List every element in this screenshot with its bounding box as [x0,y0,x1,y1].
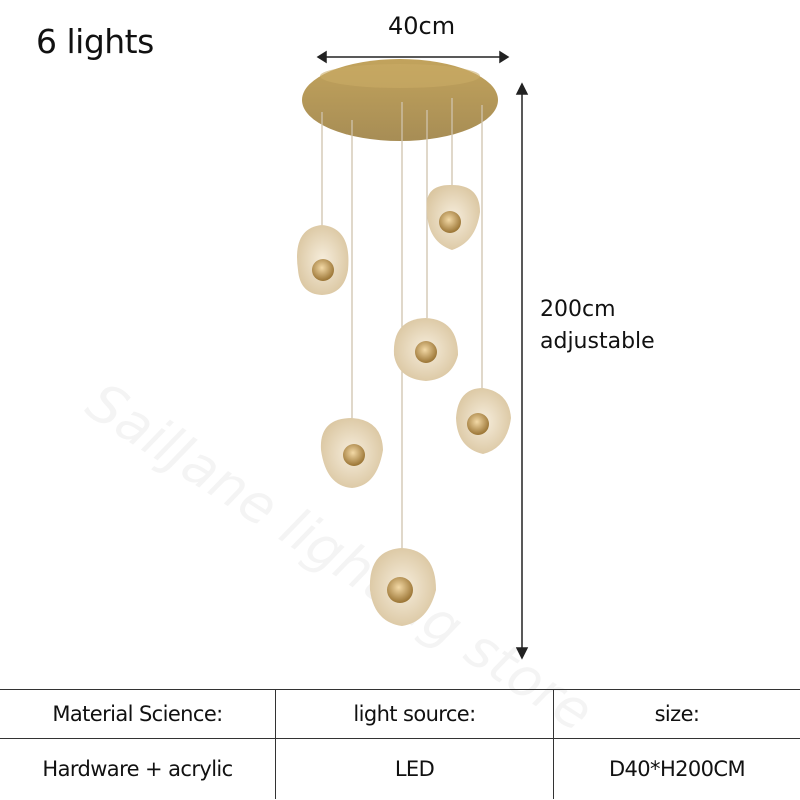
chandelier-illustration [297,50,529,660]
width-arrow [316,50,510,64]
pendant-light [426,184,480,250]
header-light-source: light source: [275,689,554,739]
header-size: size: [553,689,800,739]
pendant-light [369,548,436,626]
pendant-light [456,388,511,454]
value-size: D40*H200CM [553,738,800,799]
value-light-source: LED [275,738,554,799]
pendant-light [320,418,383,488]
value-material: Hardware + acrylic [0,738,276,799]
suspension-cables [321,98,483,548]
spec-header-row: Material Science: light source: size: [0,689,800,739]
height-value: 200cm [540,297,616,322]
header-material: Material Science: [0,689,276,739]
width-dimension-label: 40cm [388,12,456,40]
pendant-light [393,318,458,381]
lights-count-title: 6 lights [36,22,154,61]
spec-value-row: Hardware + acrylic LED D40*H200CM [0,738,800,799]
height-arrow [515,82,529,660]
pendant-light [297,225,349,295]
height-note: adjustable [540,329,655,354]
spec-table: Material Science: light source: size: Ha… [0,689,800,799]
height-dimension-label: 200cm adjustable [540,294,655,358]
pendant-shades [297,184,511,626]
